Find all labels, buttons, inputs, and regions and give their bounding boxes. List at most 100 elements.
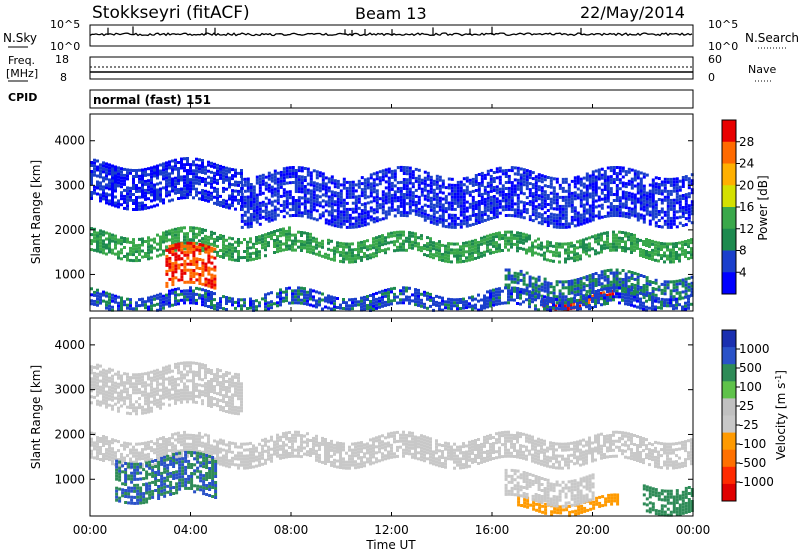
heatmap-cell: [510, 214, 514, 218]
heatmap-cell: [555, 192, 559, 196]
heatmap-cell: [507, 186, 511, 190]
heatmap-cell: [660, 300, 663, 304]
heatmap-cell: [171, 228, 174, 232]
heatmap-cell: [552, 222, 556, 226]
heatmap-cell: [156, 173, 159, 177]
heatmap-cell: [111, 251, 114, 255]
heatmap-cell: [555, 216, 559, 220]
heatmap-cell: [621, 281, 625, 284]
heatmap-cell: [606, 302, 609, 305]
heatmap-cell: [549, 244, 552, 248]
heatmap-cell: [156, 197, 159, 201]
heatmap-cell: [504, 181, 508, 184]
heatmap-cell: [135, 256, 138, 260]
heatmap-cell: [633, 242, 636, 246]
heatmap-cell: [120, 173, 123, 177]
heatmap-cell: [495, 188, 499, 192]
heatmap-cell: [297, 181, 301, 185]
heatmap-cell: [582, 182, 586, 186]
heatmap-cell: [297, 190, 301, 194]
heatmap-cell: [303, 212, 307, 215]
heatmap-cell: [408, 240, 411, 244]
heatmap-cell: [585, 278, 589, 282]
heatmap-cell: [204, 277, 208, 281]
heatmap-cell: [549, 250, 552, 254]
heatmap-cell: [240, 177, 244, 181]
heatmap-cell: [585, 196, 589, 200]
heatmap-cell: [123, 188, 126, 192]
heatmap-cell: [642, 275, 646, 278]
heatmap-cell: [537, 296, 540, 300]
heatmap-cell: [231, 237, 234, 241]
heatmap-cell: [93, 456, 96, 460]
heatmap-cell: [171, 186, 174, 190]
heatmap-cell: [540, 174, 544, 178]
heatmap-cell: [411, 209, 415, 213]
heatmap-cell: [396, 187, 400, 191]
heatmap-cell: [183, 235, 186, 239]
heatmap-cell: [159, 187, 162, 191]
heatmap-cell: [282, 173, 286, 177]
heatmap-cell: [543, 298, 547, 302]
heatmap-cell: [669, 295, 673, 299]
heatmap-cell: [486, 199, 490, 203]
heatmap-cell: [498, 190, 502, 194]
heatmap-cell: [342, 219, 346, 223]
heatmap-cell: [603, 188, 607, 191]
heatmap-cell: [375, 236, 378, 240]
heatmap-cell: [480, 183, 484, 187]
heatmap-cell: [282, 242, 285, 246]
heatmap-cell: [294, 178, 298, 181]
heatmap-cell: [381, 169, 385, 173]
heatmap-cell: [93, 293, 96, 297]
heatmap-cell: [144, 197, 147, 201]
heatmap-cell: [126, 297, 129, 301]
heatmap-cell: [633, 304, 636, 308]
heatmap-cell: [396, 199, 400, 203]
heatmap-cell: [558, 225, 562, 229]
heatmap-cell: [222, 204, 225, 208]
heatmap-cell: [270, 200, 274, 204]
heatmap-cell: [186, 157, 189, 160]
heatmap-cell: [546, 296, 549, 300]
heatmap-cell: [150, 205, 153, 209]
heatmap-cell: [141, 297, 144, 301]
heatmap-cell: [285, 247, 288, 251]
heatmap-cell: [522, 180, 526, 184]
heatmap-cell: [465, 250, 468, 254]
heatmap-cell: [462, 241, 465, 245]
heatmap-cell: [543, 286, 547, 290]
heatmap-cell: [459, 222, 463, 226]
heatmap-cell: [498, 287, 501, 291]
heatmap-cell: [255, 175, 259, 179]
heatmap-cell: [624, 272, 628, 276]
heatmap-cell: [648, 242, 651, 245]
heatmap-cell: [195, 193, 198, 197]
heatmap-cell: [348, 260, 351, 264]
heatmap-cell: [180, 251, 184, 255]
heatmap-cell: [456, 180, 460, 184]
heatmap-cell: [414, 194, 418, 198]
heatmap-cell: [423, 305, 426, 309]
heatmap-cell: [138, 249, 141, 253]
heatmap-cell: [114, 204, 117, 208]
nave-tick-bottom: 0: [708, 71, 715, 84]
heatmap-cell: [333, 185, 337, 189]
heatmap-cell: [171, 277, 175, 281]
heatmap-cell: [405, 166, 409, 170]
heatmap-cell: [261, 240, 264, 244]
heatmap-cell: [552, 288, 556, 292]
heatmap-cell: [519, 231, 522, 235]
heatmap-cell: [687, 300, 690, 304]
heatmap-cell: [315, 185, 319, 189]
heatmap-cell: [612, 286, 615, 290]
heatmap-cell: [522, 288, 525, 292]
heatmap-cell: [567, 186, 571, 190]
heatmap-cell: [186, 169, 189, 172]
heatmap-cell: [642, 255, 645, 258]
heatmap-cell: [513, 242, 516, 246]
heatmap-cell: [321, 187, 325, 191]
heatmap-cell: [552, 259, 555, 263]
heatmap-cell: [165, 293, 168, 297]
heatmap-cell: [444, 207, 448, 211]
